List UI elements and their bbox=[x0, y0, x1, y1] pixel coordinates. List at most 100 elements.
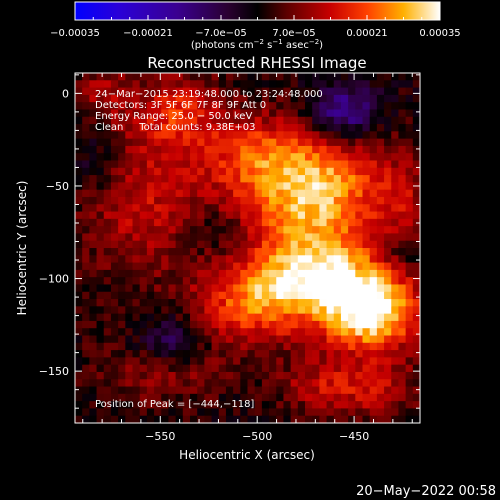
heatmap-cell bbox=[240, 328, 248, 336]
heatmap-cell bbox=[305, 306, 313, 315]
heatmap-cell bbox=[96, 204, 105, 213]
heatmap-cell bbox=[146, 94, 155, 103]
heatmap-cell bbox=[348, 189, 356, 198]
heatmap-cell bbox=[261, 284, 270, 293]
heatmap-cell bbox=[175, 262, 184, 271]
heatmap-cell bbox=[96, 335, 105, 344]
heatmap-cell bbox=[146, 160, 155, 169]
heatmap-cell bbox=[369, 291, 378, 300]
heatmap-cell bbox=[412, 408, 420, 417]
heatmap-cell bbox=[312, 196, 320, 205]
heatmap-cell bbox=[369, 371, 378, 380]
heatmap-cell bbox=[398, 116, 407, 125]
heatmap-cell bbox=[161, 102, 169, 110]
heatmap-cell bbox=[247, 415, 256, 423]
heatmap-cell bbox=[326, 364, 335, 373]
heatmap-cell bbox=[168, 94, 177, 103]
heatmap-cell bbox=[333, 269, 342, 278]
heatmap-cell bbox=[319, 73, 328, 81]
heatmap-cell bbox=[348, 328, 356, 336]
heatmap-cell bbox=[175, 269, 184, 278]
heatmap-cell bbox=[326, 233, 335, 242]
heatmap-cell bbox=[225, 357, 234, 366]
heatmap-cell bbox=[218, 408, 227, 417]
heatmap-cell bbox=[340, 109, 349, 118]
heatmap-cell bbox=[218, 153, 227, 161]
heatmap-cell bbox=[283, 291, 292, 300]
heatmap-cell bbox=[362, 80, 371, 89]
heatmap-cell bbox=[290, 401, 299, 409]
heatmap-cell bbox=[369, 401, 378, 409]
heatmap-cell bbox=[118, 255, 126, 264]
heatmap-cell bbox=[89, 145, 98, 154]
heatmap-cell bbox=[110, 379, 119, 388]
heatmap-cell bbox=[225, 379, 234, 388]
heatmap-cell bbox=[103, 299, 112, 307]
heatmap-cell bbox=[161, 269, 169, 278]
heatmap-cell bbox=[240, 160, 248, 169]
heatmap-cell bbox=[161, 124, 169, 132]
heatmap-cell bbox=[297, 255, 306, 264]
heatmap-cell bbox=[305, 255, 313, 264]
heatmap-cell bbox=[110, 124, 119, 132]
heatmap-cell bbox=[168, 211, 177, 220]
heatmap-cell bbox=[197, 291, 205, 300]
heatmap-cell bbox=[211, 189, 220, 198]
heatmap-cell bbox=[146, 357, 155, 366]
heatmap-cell bbox=[269, 328, 277, 336]
heatmap-cell bbox=[362, 233, 371, 242]
heatmap-cell bbox=[168, 80, 177, 89]
heatmap-cell bbox=[168, 306, 177, 315]
heatmap-cell bbox=[405, 415, 414, 423]
heatmap-cell bbox=[225, 393, 234, 402]
heatmap-cell bbox=[233, 218, 241, 227]
heatmap-cell bbox=[247, 138, 256, 147]
heatmap-cell bbox=[96, 218, 105, 227]
heatmap-cell bbox=[283, 102, 292, 110]
heatmap-cell bbox=[118, 153, 126, 161]
heatmap-cell bbox=[369, 102, 378, 110]
heatmap-cell bbox=[276, 328, 284, 336]
heatmap-cell bbox=[355, 167, 363, 176]
colorbar-tick-labels: −0.00035 −0.00021 −7.0e−05 7.0e−05 0.00021 0.… bbox=[50, 28, 461, 39]
heatmap-cell bbox=[362, 364, 371, 373]
heatmap-cell bbox=[290, 240, 299, 249]
heatmap-cell bbox=[197, 102, 205, 110]
colorbar-tick-label: 0.00035 bbox=[419, 28, 460, 39]
heatmap-cell bbox=[175, 204, 184, 213]
heatmap-cell bbox=[254, 160, 263, 169]
heatmap-cell bbox=[369, 255, 378, 264]
heatmap-cell bbox=[369, 335, 378, 344]
heatmap-cell bbox=[269, 131, 277, 140]
heatmap-cell bbox=[355, 240, 363, 249]
heatmap-cell bbox=[161, 357, 169, 366]
heatmap-cell bbox=[412, 116, 420, 125]
heatmap-cell bbox=[89, 218, 98, 227]
heatmap-cell bbox=[247, 218, 256, 227]
heatmap-cell bbox=[75, 371, 83, 380]
heatmap-cell bbox=[391, 401, 399, 409]
heatmap-cell bbox=[398, 233, 407, 242]
heatmap-cell bbox=[376, 393, 385, 402]
heatmap-cell bbox=[154, 335, 162, 344]
heatmap-cell bbox=[175, 87, 184, 96]
heatmap-cell bbox=[405, 357, 414, 366]
heatmap-cell bbox=[125, 255, 133, 264]
heatmap-cell bbox=[333, 401, 342, 409]
heatmap-cell bbox=[261, 371, 270, 380]
heatmap-cell bbox=[125, 218, 133, 227]
heatmap-cell bbox=[132, 102, 141, 110]
heatmap-cell bbox=[82, 124, 90, 132]
heatmap-cell bbox=[110, 94, 119, 103]
heatmap-cell bbox=[118, 218, 126, 227]
heatmap-cell bbox=[240, 364, 248, 373]
heatmap-cell bbox=[362, 408, 371, 417]
heatmap-cell bbox=[182, 386, 191, 395]
heatmap-cell bbox=[412, 277, 420, 285]
heatmap-cell bbox=[182, 269, 191, 278]
heatmap-cell bbox=[139, 211, 148, 220]
heatmap-cell bbox=[89, 401, 98, 409]
heatmap-cell bbox=[312, 284, 320, 293]
heatmap-cell bbox=[110, 233, 119, 242]
heatmap-cell bbox=[376, 357, 385, 366]
